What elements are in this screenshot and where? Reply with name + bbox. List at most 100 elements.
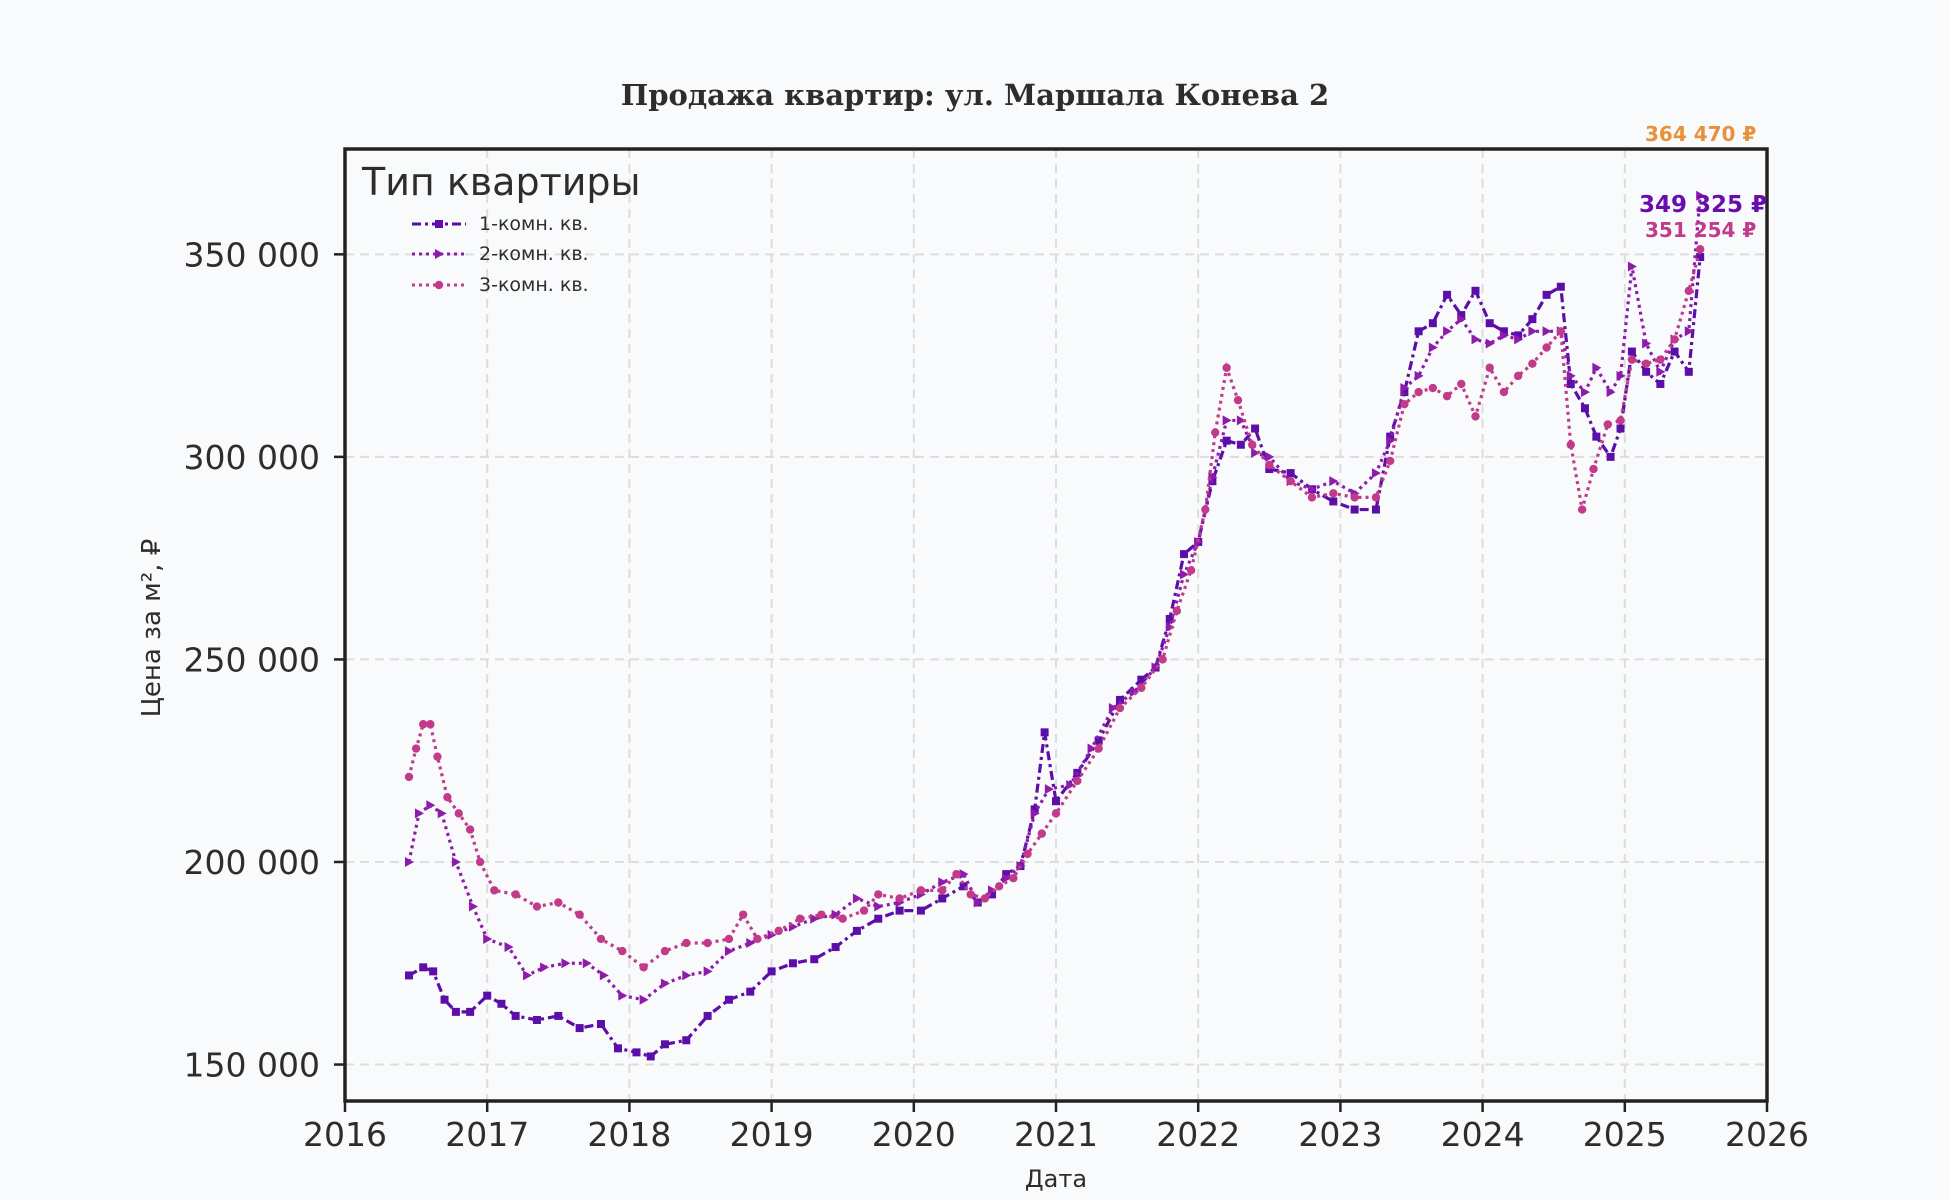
data-point (1037, 829, 1046, 838)
data-point (554, 1011, 563, 1020)
data-point (433, 752, 442, 761)
data-point (404, 772, 414, 782)
data-point (419, 720, 428, 729)
data-point (831, 909, 841, 920)
legend-marker (435, 220, 443, 228)
data-point (682, 938, 691, 948)
data-point (838, 914, 847, 923)
data-point (1286, 476, 1295, 486)
data-point (1589, 464, 1598, 474)
data-point (426, 720, 435, 729)
legend-entry: 3-комн. кв. (410, 272, 589, 298)
data-point (1211, 428, 1220, 437)
data-point (1307, 493, 1317, 502)
data-point (1577, 505, 1587, 514)
data-point (1556, 327, 1566, 336)
data-point (1684, 326, 1694, 337)
data-point (582, 958, 592, 969)
data-point (938, 886, 947, 895)
data-point (1350, 493, 1359, 502)
data-point (1329, 497, 1338, 506)
data-point (414, 808, 424, 819)
data-point (1485, 319, 1494, 328)
data-point (1371, 505, 1380, 514)
data-point (703, 938, 712, 948)
data-point (852, 893, 862, 904)
data-point (973, 897, 983, 908)
data-point (810, 955, 819, 964)
y-tick-label: 200 000 (184, 843, 320, 882)
data-point (1030, 805, 1039, 814)
data-point (1386, 435, 1396, 446)
data-point (1566, 379, 1575, 388)
x-tick-label: 2022 (1156, 1115, 1240, 1154)
x-tick-label: 2023 (1298, 1115, 1382, 1154)
data-point (483, 933, 493, 944)
data-point (639, 963, 648, 972)
data-point (1443, 290, 1452, 299)
data-point (1265, 460, 1274, 470)
data-point (1002, 873, 1012, 884)
data-point (437, 808, 447, 819)
legend-label: 3-комн. кв. (479, 274, 589, 296)
data-point (532, 1015, 541, 1024)
data-point (540, 962, 550, 973)
legend-label: 2-комн. кв. (479, 243, 589, 265)
data-point (440, 995, 449, 1004)
data-point (1696, 190, 1706, 201)
data-point (895, 894, 904, 903)
data-point (938, 877, 948, 888)
data-point (1108, 703, 1118, 714)
data-point (1329, 476, 1339, 487)
data-point (1222, 415, 1232, 426)
y-tick-label: 150 000 (184, 1046, 320, 1085)
data-point (1542, 290, 1551, 299)
data-point (1428, 383, 1438, 393)
data-point (938, 894, 947, 903)
data-point (511, 890, 520, 899)
data-point (1499, 387, 1509, 397)
data-point (660, 946, 670, 956)
y-axis-label: Цена за м², ₽ (137, 538, 167, 718)
data-point (1514, 331, 1523, 340)
data-point (1385, 456, 1395, 466)
data-point (1040, 728, 1049, 737)
end-value-label: 349 325 ₽ (1639, 192, 1768, 218)
y-tick-label: 300 000 (184, 438, 320, 477)
data-point (1233, 395, 1243, 405)
data-point (952, 869, 961, 879)
data-point (895, 906, 904, 915)
y-tick-label: 350 000 (184, 235, 320, 274)
x-tick-label: 2021 (1014, 1115, 1098, 1154)
data-point (1606, 452, 1615, 461)
data-point (966, 890, 975, 899)
data-point (1179, 550, 1188, 559)
data-point (404, 971, 413, 980)
data-point (1265, 451, 1275, 462)
data-point (1052, 797, 1060, 806)
data-point (1009, 873, 1018, 883)
data-point (959, 869, 969, 880)
data-point (451, 856, 461, 867)
data-point (1616, 424, 1625, 433)
y-tick-label: 250 000 (184, 640, 320, 679)
data-point (1115, 695, 1124, 704)
data-point (724, 995, 733, 1004)
data-point (411, 744, 421, 753)
data-point (532, 902, 542, 911)
x-tick-label: 2026 (1725, 1115, 1809, 1154)
legend-swatch (412, 249, 466, 259)
data-point (1179, 569, 1189, 580)
data-point (859, 906, 869, 915)
data-point (554, 898, 563, 907)
data-point (1115, 703, 1125, 713)
legend-marker (435, 249, 444, 259)
axis-ticks: 2016 2017 2018 2019 2020 2021 2022 2023 2024 2025… (184, 235, 1809, 1154)
data-point (511, 1011, 520, 1020)
data-point (1580, 387, 1590, 398)
data-point (874, 890, 883, 899)
data-point (1627, 261, 1637, 272)
data-point (1087, 743, 1097, 754)
data-point (1592, 432, 1601, 441)
data-point (618, 990, 628, 1001)
